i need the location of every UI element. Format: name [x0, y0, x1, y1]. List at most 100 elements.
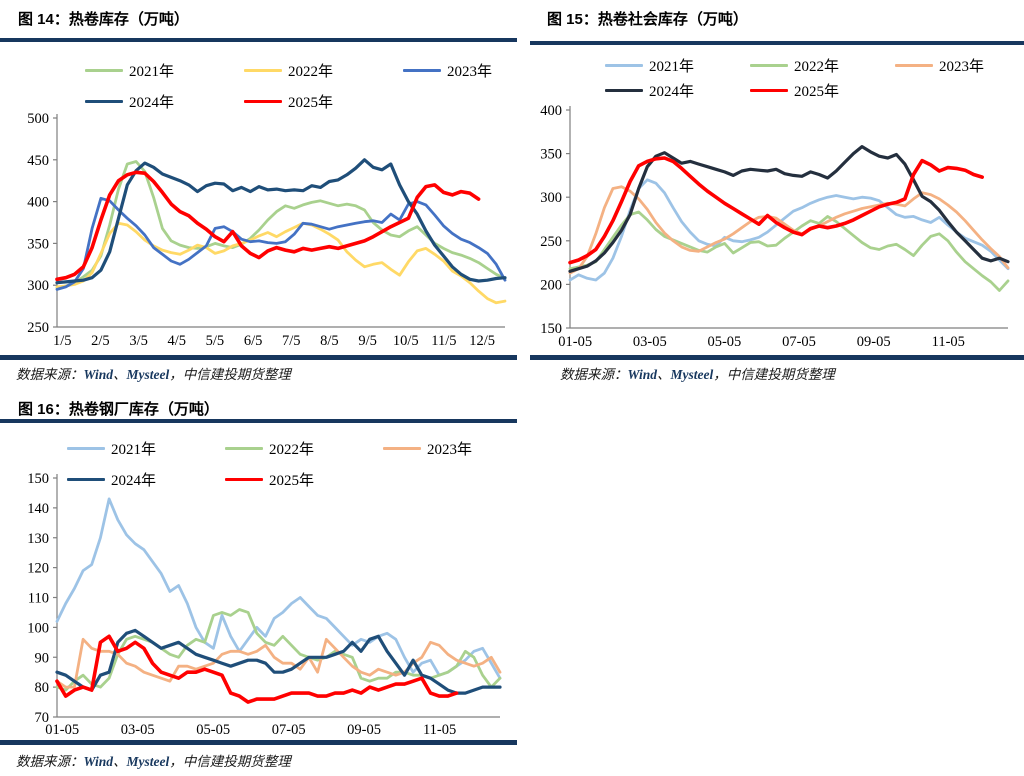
- source-prefix: 数据来源：: [560, 367, 628, 382]
- legend-row: 2024年 2025年: [67, 469, 541, 490]
- legend-line-swatch: [67, 478, 105, 481]
- source-sep: 、: [657, 367, 671, 382]
- source-prefix: 数据来源：: [16, 367, 84, 382]
- source-vendor-mysteel: Mysteel: [670, 367, 714, 382]
- legend-label: 2023年: [447, 64, 493, 80]
- y-tick-label: 110: [28, 591, 49, 607]
- chart-15-source: 数据来源：Wind、Mysteel，中信建投期货整理: [560, 363, 835, 383]
- legend-label: 2025年: [288, 95, 334, 111]
- y-tick-label: 300: [540, 190, 562, 206]
- legend-label: 2022年: [794, 59, 840, 75]
- legend-label: 2023年: [939, 59, 985, 75]
- chart-14-title-rule: [0, 38, 517, 42]
- source-sep2: ，: [713, 367, 727, 382]
- legend-item-2024年: 2024年: [85, 91, 244, 112]
- series-line-2024年: [55, 158, 507, 285]
- legend-row: 2021年 2022年 2023年: [605, 55, 1024, 76]
- legend-item-2022年: 2022年: [750, 55, 895, 76]
- legend-label: 2023年: [427, 442, 473, 458]
- legend-item-2025年: 2025年: [225, 469, 383, 490]
- legend-label: 2022年: [288, 64, 334, 80]
- x-tick-label: 07-05: [272, 722, 306, 738]
- y-tick-label: 150: [27, 471, 49, 487]
- source-prefix: 数据来源：: [16, 754, 84, 769]
- chart-16-source: 数据来源：Wind、Mysteel，中信建投期货整理: [16, 750, 291, 770]
- x-tick-label: 2/5: [91, 333, 110, 349]
- x-tick-label: 4/5: [168, 333, 187, 349]
- chart-14-title: 图 14：热卷库存（万吨）: [18, 11, 189, 28]
- x-tick-label: 03-05: [633, 334, 667, 350]
- legend-line-swatch: [750, 88, 788, 93]
- x-tick-label: 12/5: [469, 333, 495, 349]
- x-tick-label: 01-05: [558, 334, 592, 350]
- hrc-social-inventory-chart: 150 200 250 300 350 400 01-05 03-05 05-05 07-05 09…: [540, 103, 1010, 350]
- x-tick-label: 11-05: [932, 334, 965, 350]
- hrc-mill-inventory-chart: 70 80 90 100 110 120 130 140 150 01-05 03-05 05-05 0…: [27, 471, 502, 738]
- legend-label: 2021年: [111, 442, 157, 458]
- y-tick-label: 250: [27, 320, 49, 336]
- series-line-2024年: [568, 144, 1010, 273]
- y-tick-label: 350: [540, 147, 562, 163]
- hrc-total-inventory-chart: 250 300 350 400 450 500 1/5 2/5 3/5 4/5 5/5 6/5 7/5 8…: [27, 111, 507, 349]
- y-tick-label: 140: [27, 501, 49, 517]
- series-line-2022年: [55, 221, 507, 305]
- source-sep2: ，: [169, 754, 183, 769]
- y-tick-label: 400: [540, 103, 562, 119]
- legend-item-2021年: 2021年: [67, 438, 225, 459]
- x-tick-label: 05-05: [196, 722, 230, 738]
- legend-item-2023年: 2023年: [383, 438, 541, 459]
- legend-line-swatch: [85, 69, 123, 72]
- y-tick-label: 100: [27, 620, 49, 636]
- legend-label: 2025年: [794, 84, 840, 100]
- chart-15-legend: 2021年 2022年 2023年 2024年 2025年: [605, 55, 1024, 101]
- series-line-2021年: [55, 497, 502, 680]
- chart-16-bottom-bar: [0, 740, 517, 745]
- chart-14-source: 数据来源：Wind、Mysteel，中信建投期货整理: [16, 363, 291, 383]
- x-tick-label: 03-05: [121, 722, 155, 738]
- legend-row: 2024年 2025年: [85, 91, 562, 112]
- source-vendor-wind: Wind: [627, 367, 658, 382]
- x-tick-label: 01-05: [45, 722, 79, 738]
- y-tick-label: 350: [27, 236, 49, 252]
- legend-line-swatch: [67, 447, 105, 450]
- x-tick-label: 07-05: [782, 334, 816, 350]
- legend-item-2021年: 2021年: [605, 55, 750, 76]
- series-line-2025年: [55, 634, 459, 704]
- series-line-2023年: [55, 637, 502, 689]
- y-tick-label: 300: [27, 278, 49, 294]
- y-tick-label: 450: [27, 153, 49, 169]
- source-vendor-mysteel: Mysteel: [126, 754, 170, 769]
- series-line-2023年: [568, 185, 1010, 275]
- chart-15-title: 图 15：热卷社会库存（万吨）: [547, 11, 748, 28]
- legend-item-2024年: 2024年: [605, 80, 750, 101]
- source-vendor-wind: Wind: [83, 754, 114, 769]
- x-tick-label: 1/5: [53, 333, 72, 349]
- source-suffix: 中信建投期货整理: [182, 367, 291, 382]
- series-line-2023年: [55, 196, 507, 291]
- legend-line-swatch: [605, 64, 643, 67]
- series-line-2024年: [55, 628, 502, 695]
- x-tick-label: 7/5: [282, 333, 301, 349]
- legend-row: 2021年 2022年 2023年: [67, 438, 541, 459]
- x-tick-label: 11/5: [431, 333, 456, 349]
- x-tick-label: 05-05: [707, 334, 741, 350]
- legend-label: 2021年: [129, 64, 175, 80]
- source-suffix: 中信建投期货整理: [726, 367, 835, 382]
- chart-15-bottom-bar: [530, 355, 1024, 360]
- legend-item-2024年: 2024年: [67, 469, 225, 490]
- legend-line-swatch: [225, 447, 263, 450]
- legend-line-swatch: [750, 64, 788, 67]
- legend-item-2021年: 2021年: [85, 60, 244, 81]
- x-tick-label: 10/5: [393, 333, 419, 349]
- chart-14-bottom-bar: [0, 355, 517, 360]
- y-tick-label: 80: [35, 680, 50, 696]
- y-tick-label: 150: [540, 321, 562, 337]
- legend-line-swatch: [383, 447, 421, 450]
- legend-item-2025年: 2025年: [244, 91, 403, 112]
- y-tick-label: 500: [27, 111, 49, 127]
- x-tick-label: 5/5: [206, 333, 225, 349]
- series-line-2022年: [568, 210, 1010, 292]
- x-tick-label: 8/5: [320, 333, 339, 349]
- source-vendor-mysteel: Mysteel: [126, 367, 170, 382]
